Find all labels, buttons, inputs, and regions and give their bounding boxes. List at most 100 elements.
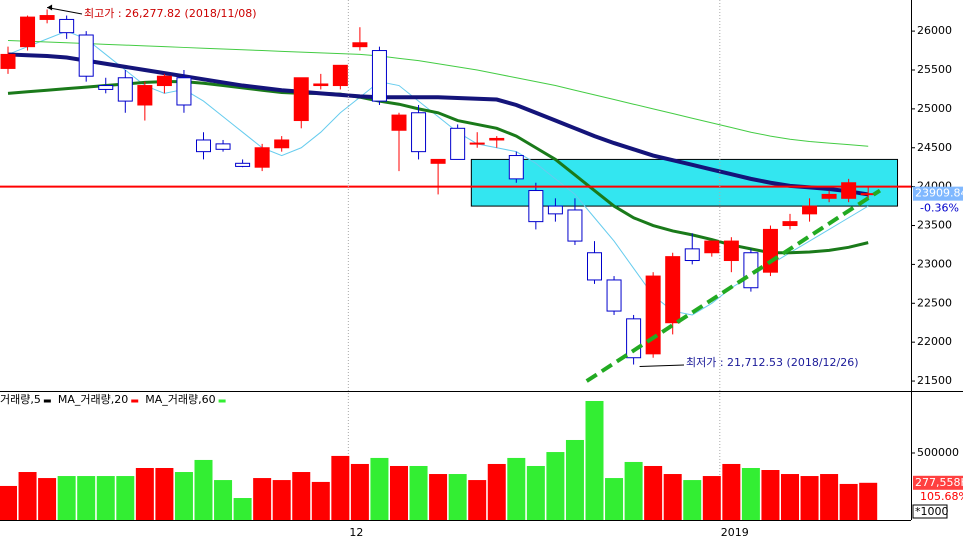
candle-body <box>293 77 309 122</box>
last-price: 23909.84 <box>915 187 963 200</box>
volume-bar <box>859 482 878 520</box>
volume-bar <box>214 480 233 520</box>
volume-bar <box>781 474 799 520</box>
volume-change: 105.68% <box>920 490 963 503</box>
volume-bar <box>487 463 506 520</box>
last-volume-box <box>913 475 963 490</box>
y-tick-label: 25500 <box>917 63 952 76</box>
candle-body <box>723 240 739 262</box>
volume-bar <box>683 480 702 520</box>
candle-body <box>313 83 329 87</box>
annotation-arrowhead <box>47 4 53 11</box>
volume-bar <box>331 455 350 520</box>
candle-body <box>762 228 778 273</box>
candle-body <box>274 139 290 149</box>
volume-bar <box>174 472 193 520</box>
candle-body <box>587 252 602 281</box>
volume-bar <box>546 452 565 520</box>
volume-bar <box>409 465 428 520</box>
volume-bar <box>292 472 311 520</box>
candle-body <box>665 256 681 324</box>
volume-bar <box>77 476 96 520</box>
volume-bar <box>18 472 37 520</box>
volume-bar <box>253 478 272 520</box>
x-tick-label: 12 <box>349 526 363 539</box>
y-tick-label: 22500 <box>917 296 952 309</box>
y-tick-label: 21500 <box>917 374 952 387</box>
volume-bar <box>741 467 760 520</box>
candle-body <box>802 205 818 215</box>
candle-body <box>645 275 661 355</box>
volume-bar <box>565 439 584 520</box>
legend-label: MA_거래량,60 <box>145 393 215 406</box>
volume-bar <box>507 457 526 520</box>
candle-body <box>20 16 36 48</box>
volume-bar <box>820 474 839 520</box>
moving-average <box>7 52 869 197</box>
last-price-box <box>913 186 963 201</box>
trendline <box>585 188 882 383</box>
volume-bar <box>390 465 408 520</box>
candle-body <box>332 64 348 87</box>
candle-body <box>684 248 700 262</box>
candle-body <box>371 50 387 102</box>
volume-bar <box>370 457 389 520</box>
low-label: 최저가 : 21,712.53 (2018/12/26) <box>686 356 859 369</box>
candle-body <box>0 53 16 69</box>
volume-bar <box>644 465 663 520</box>
candle-body <box>98 85 114 90</box>
candle-body <box>508 155 524 180</box>
volume-bar <box>233 498 252 520</box>
volume-bar <box>311 481 330 520</box>
price-pane <box>0 9 911 383</box>
y-tick-label: 23000 <box>917 257 952 270</box>
volume-bar <box>57 476 76 520</box>
legend-label: 거래량,5 <box>0 393 41 406</box>
volume-bar <box>839 483 858 520</box>
annotation-arrow <box>639 364 685 368</box>
candle-body <box>391 114 407 131</box>
volume-bar <box>663 474 682 520</box>
volume-bar <box>702 476 721 520</box>
candle-body <box>156 75 172 87</box>
candle-body <box>117 77 133 102</box>
volume-bar <box>0 485 17 520</box>
candle-body <box>352 42 368 48</box>
candle-body <box>469 142 485 145</box>
y-tick-label: 26000 <box>917 24 952 37</box>
candle-body <box>215 143 231 150</box>
y-tick-label: 23500 <box>917 219 952 232</box>
volume-pane <box>0 400 878 520</box>
volume-bar <box>624 461 643 520</box>
unit-box <box>912 504 948 519</box>
candle-body <box>821 193 837 199</box>
volume-bar <box>761 470 780 520</box>
y-tick-label: 24500 <box>917 141 952 154</box>
candle-body <box>39 15 55 20</box>
x-tick-label: 2019 <box>721 526 749 539</box>
candle-body <box>254 147 270 168</box>
candle-body <box>547 205 563 215</box>
candle-body <box>528 190 544 223</box>
volume-bar <box>96 476 115 520</box>
candle-body <box>704 240 720 254</box>
candle-body <box>606 279 622 312</box>
volume-bar <box>526 465 545 520</box>
y-tick-label: 500000 <box>917 446 959 459</box>
volume-bar <box>448 474 467 520</box>
volume-bar <box>135 467 154 520</box>
candle-body <box>78 34 94 77</box>
candle-body <box>137 85 153 106</box>
volume-bar <box>605 478 624 520</box>
volume-bar <box>155 467 174 520</box>
candle-body <box>782 221 798 227</box>
volume-bar <box>468 480 487 520</box>
volume-bar <box>800 476 819 520</box>
candle-body <box>450 127 466 160</box>
last-volume: 277,558K <box>915 476 963 489</box>
legend-label: MA_거래량,20 <box>58 393 128 406</box>
y-tick-label: 25000 <box>917 102 952 115</box>
volume-bar <box>429 474 448 520</box>
